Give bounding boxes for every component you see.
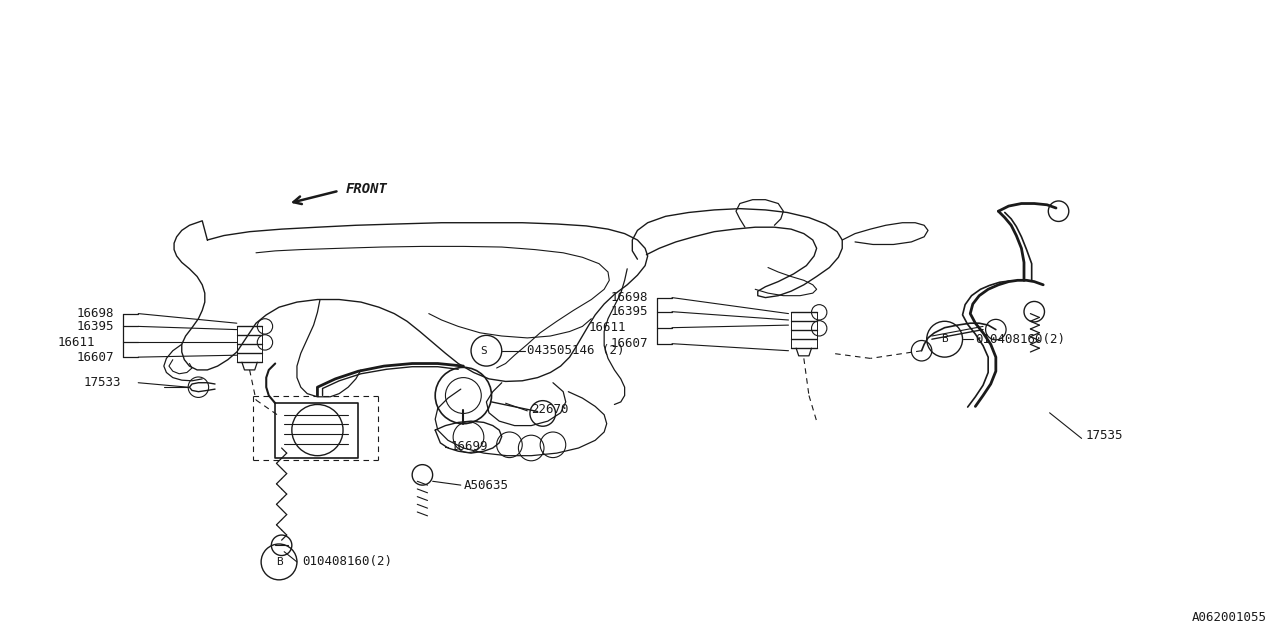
Text: A50635: A50635 [463, 479, 508, 492]
Text: 17533: 17533 [83, 376, 120, 389]
Text: S: S [480, 346, 488, 356]
Text: B: B [941, 334, 948, 344]
Text: B: B [275, 557, 283, 567]
Text: A062001055: A062001055 [1192, 611, 1267, 624]
Text: 16698: 16698 [77, 307, 114, 320]
Text: 16395: 16395 [611, 305, 648, 318]
Text: 17535: 17535 [1085, 429, 1123, 442]
Text: 16395: 16395 [77, 320, 114, 333]
Text: FRONT: FRONT [346, 182, 388, 196]
Text: 16607: 16607 [77, 351, 114, 364]
Text: 043505146 (2): 043505146 (2) [527, 344, 625, 357]
Text: 16607: 16607 [611, 337, 648, 350]
Text: 16611: 16611 [589, 321, 626, 334]
Text: 010408160(2): 010408160(2) [302, 556, 392, 568]
Text: 010408160(2): 010408160(2) [975, 333, 1065, 346]
Text: 16699: 16699 [451, 440, 488, 453]
Text: 22670: 22670 [531, 403, 568, 416]
Text: 16698: 16698 [611, 291, 648, 304]
Text: 16611: 16611 [58, 336, 95, 349]
